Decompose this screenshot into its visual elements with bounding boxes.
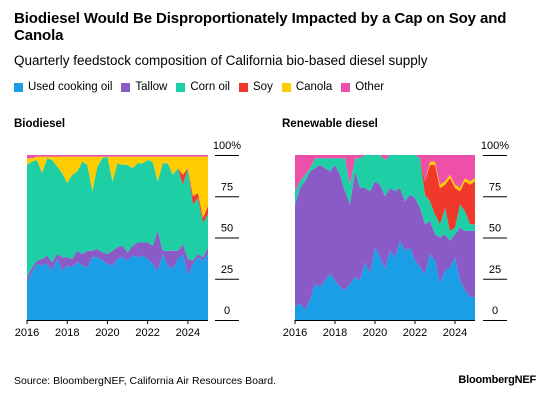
area-tallow [27, 230, 208, 283]
brand-logo: BloombergNEF [458, 374, 536, 386]
legend: Used cooking oil Tallow Corn oil Soy Can… [14, 80, 393, 94]
legend-item-corn-oil: Corn oil [176, 80, 230, 94]
x-tick-label: 2024 [443, 327, 467, 339]
chart-subtitle: Quarterly feedstock composition of Calif… [14, 53, 428, 68]
area-used-cooking-oil [295, 240, 475, 320]
area-tallow [295, 164, 475, 311]
y-tick-label: 25 [221, 264, 233, 276]
legend-label: Other [355, 81, 385, 93]
legend-label: Used cooking oil [28, 81, 113, 93]
y-tick-label: 25 [489, 264, 501, 276]
legend-swatch [176, 82, 186, 92]
y-tick-label: 75 [221, 181, 233, 193]
area-canola [295, 155, 475, 192]
legend-swatch [341, 82, 351, 92]
legend-item-canola: Canola [281, 80, 333, 94]
y-tick-label: 100% [213, 140, 241, 152]
legend-item-used-cooking-oil: Used cooking oil [14, 80, 112, 94]
area-other [27, 155, 208, 159]
x-tick-label: 2018 [55, 327, 79, 339]
area-corn-oil [27, 156, 208, 278]
y-tick-label: 0 [492, 305, 498, 317]
legend-swatch [281, 82, 291, 92]
area-used-cooking-oil [27, 254, 208, 320]
y-tick-label: 50 [221, 223, 233, 235]
legend-swatch [14, 82, 23, 92]
y-tick-label: 50 [489, 223, 501, 235]
legend-label: Tallow [135, 81, 168, 93]
chart-title: Biodiesel Would Be Disproportionately Im… [14, 10, 507, 44]
legend-label: Corn oil [190, 81, 230, 93]
x-tick-label: 2022 [403, 327, 427, 339]
y-tick-label: 100% [481, 140, 509, 152]
area-soy [295, 155, 475, 231]
y-tick-label: 75 [489, 181, 501, 193]
x-tick-label: 2016 [15, 327, 39, 339]
x-tick-label: 2018 [323, 327, 347, 339]
area-corn-oil [295, 155, 475, 241]
x-tick-label: 2022 [135, 327, 159, 339]
panel-title: Biodiesel [14, 118, 65, 130]
legend-item-other: Other [341, 80, 384, 94]
x-tick-label: 2020 [363, 327, 387, 339]
area-other [295, 155, 475, 192]
legend-swatch [121, 82, 131, 92]
legend-label: Soy [253, 81, 273, 93]
panel-title: Renewable diesel [282, 118, 378, 130]
x-tick-label: 2016 [283, 327, 307, 339]
legend-item-soy: Soy [239, 80, 273, 94]
x-tick-label: 2020 [95, 327, 119, 339]
x-tick-label: 2024 [176, 327, 200, 339]
y-tick-label: 0 [224, 305, 230, 317]
legend-swatch [239, 82, 248, 92]
source-note: Source: BloombergNEF, California Air Res… [14, 375, 277, 387]
area-canola [27, 156, 208, 218]
legend-label: Canola [295, 81, 333, 93]
legend-item-tallow: Tallow [121, 80, 167, 94]
